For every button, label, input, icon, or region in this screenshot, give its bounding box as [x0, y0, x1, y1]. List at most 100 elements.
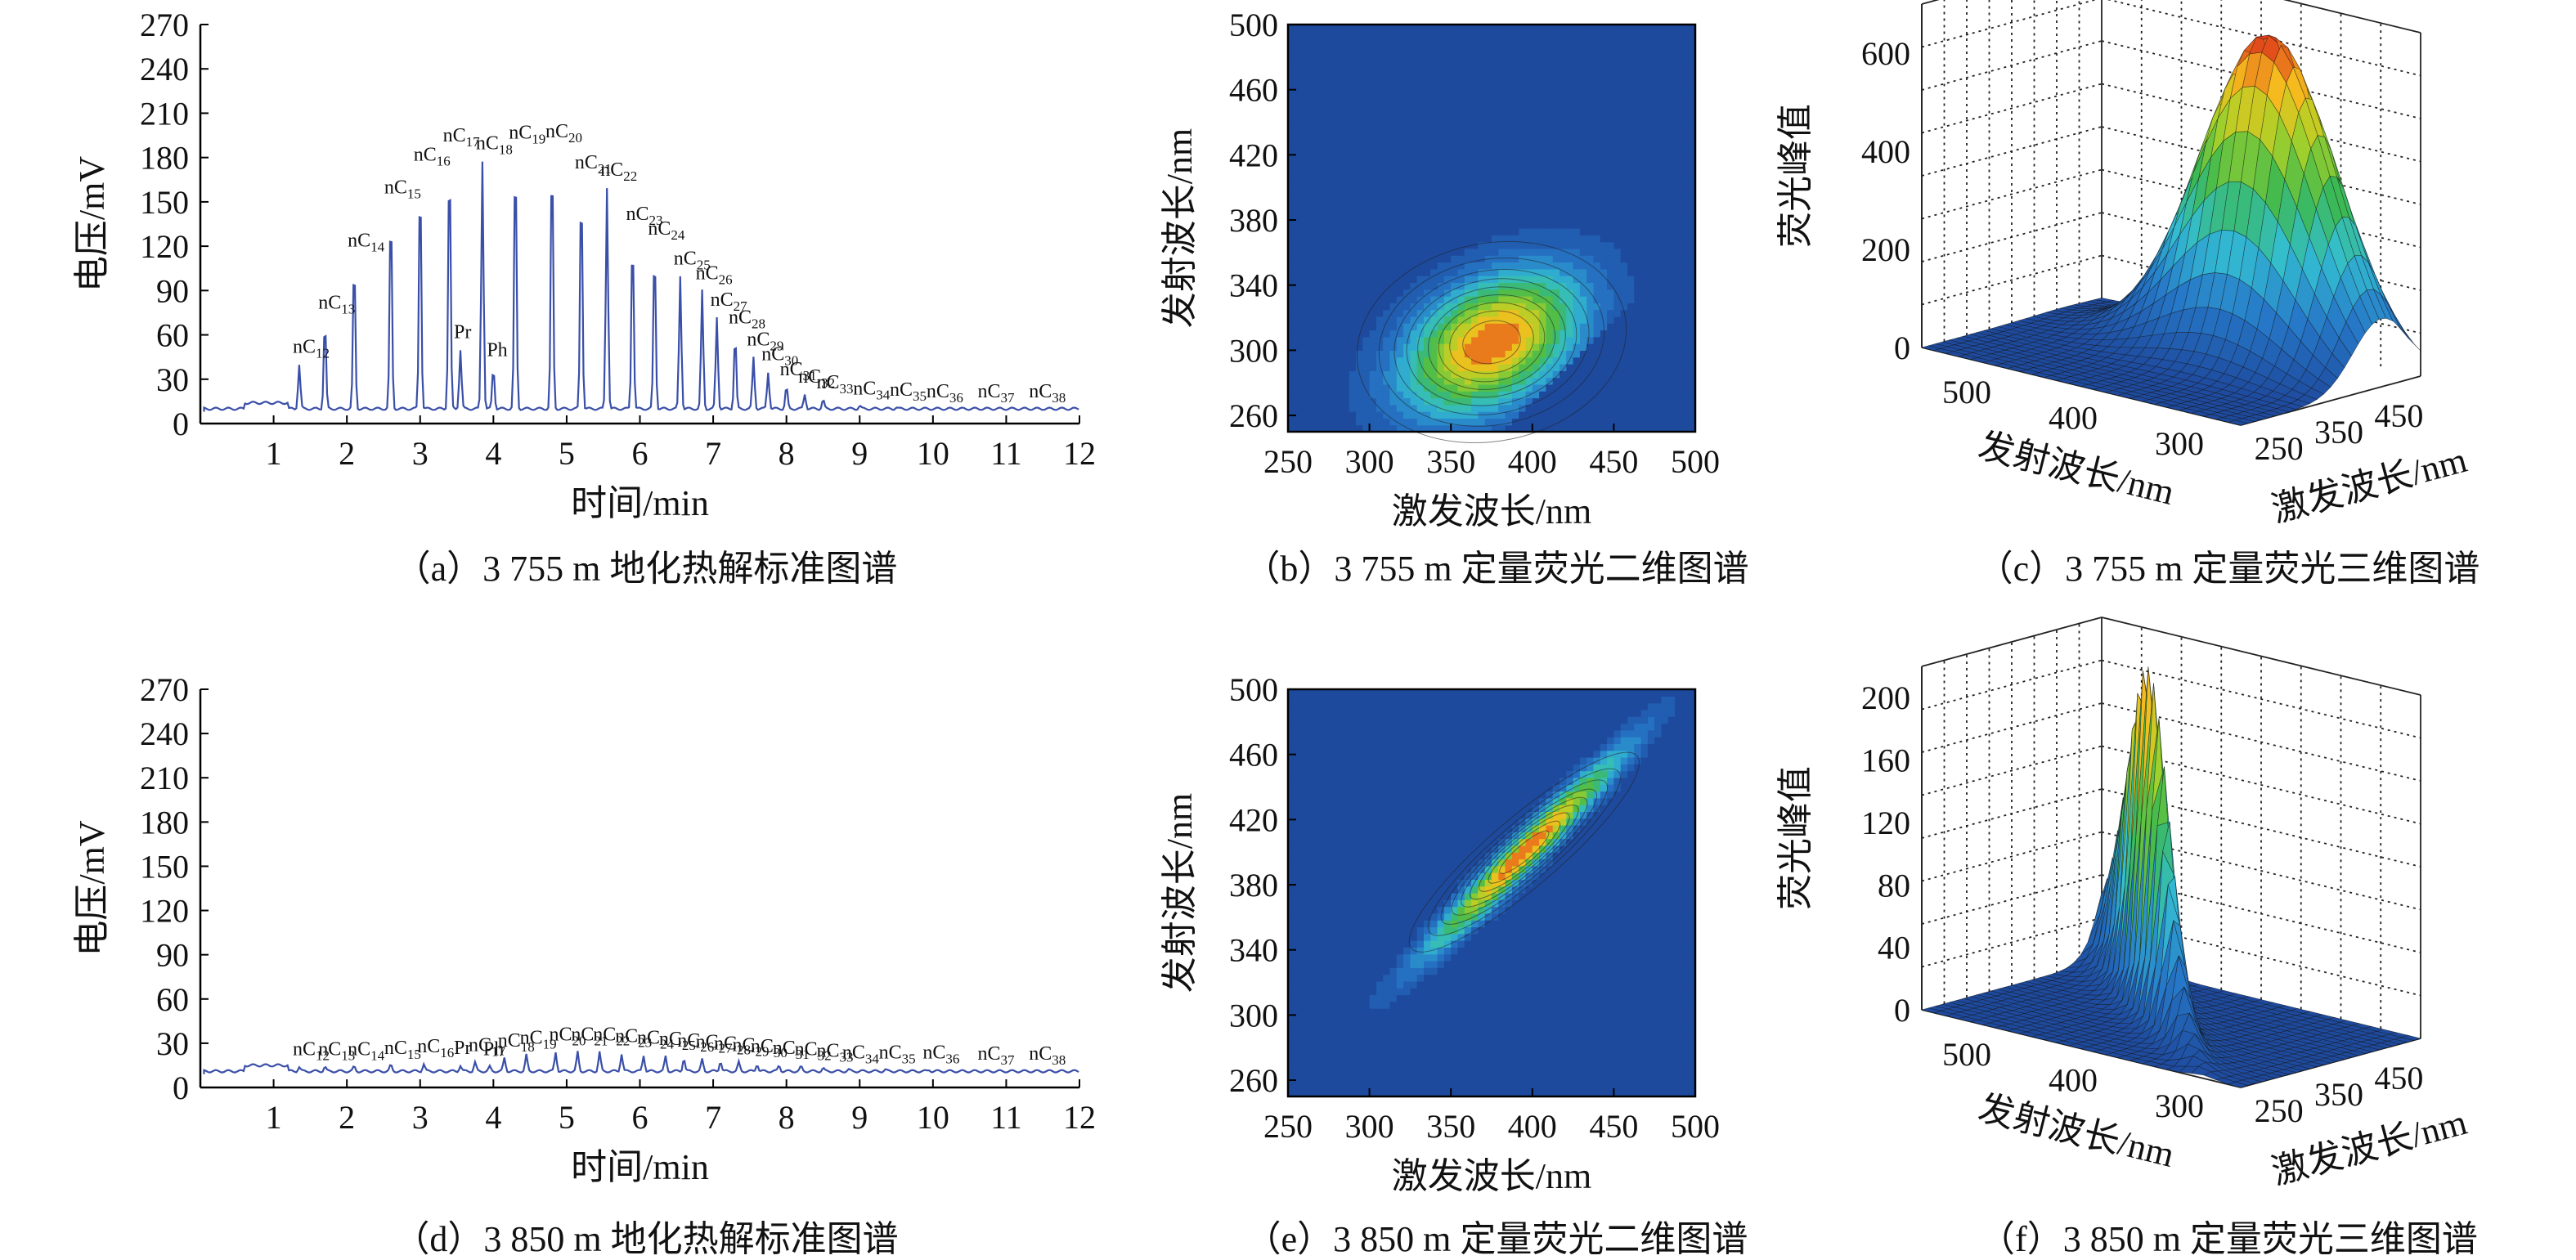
heatmap-cell: [1356, 228, 1363, 235]
heatmap-cell: [1288, 58, 1295, 66]
heatmap-cell: [1552, 356, 1560, 365]
peak-name: nC: [853, 378, 876, 399]
heatmap-cell: [1681, 78, 1690, 87]
heatmap-cell: [1681, 31, 1690, 39]
heatmap-cell: [1451, 44, 1459, 52]
heatmap-cell: [1396, 180, 1404, 188]
heatmap-cell: [1376, 262, 1384, 270]
heatmap-cell: [1430, 200, 1438, 209]
heatmap-cell: [1451, 180, 1459, 188]
heatmap-cell: [1308, 1008, 1316, 1016]
heatmap-cell: [1681, 119, 1690, 128]
heatmap-cell: [1525, 214, 1533, 222]
heatmap-cell: [1539, 105, 1546, 114]
heatmap-cell: [1295, 268, 1303, 276]
heatmap-cell: [1315, 1056, 1323, 1064]
heatmap-cell: [1315, 737, 1323, 744]
heatmap-cell: [1654, 187, 1663, 195]
y-tick-label: 260: [1229, 397, 1278, 434]
heatmap-cell: [1552, 255, 1560, 263]
heatmap-cell: [1437, 350, 1445, 358]
heatmap-cell: [1315, 208, 1323, 215]
heatmap-cell: [1546, 65, 1554, 73]
heatmap-cell: [1451, 248, 1459, 256]
heatmap-cell: [1356, 289, 1363, 297]
heatmap-cell: [1647, 228, 1655, 235]
heatmap-cell: [1573, 78, 1581, 87]
heatmap-cell: [1403, 391, 1411, 399]
heatmap-cell: [1356, 38, 1363, 46]
heatmap-cell: [1634, 316, 1642, 324]
heatmap-cell: [1552, 316, 1560, 324]
heatmap-cell: [1566, 173, 1574, 182]
heatmap-cell: [1593, 316, 1601, 324]
heatmap-cell: [1288, 241, 1295, 249]
heatmap-cell: [1593, 194, 1601, 202]
heatmap-cell: [1356, 424, 1363, 433]
heatmap-cell: [1451, 370, 1459, 379]
heatmap-cell: [1430, 303, 1438, 311]
heatmap-cell: [1484, 119, 1492, 128]
heatmap-cell: [1586, 126, 1595, 134]
heatmap-cell: [1362, 276, 1371, 283]
heatmap-cell: [1315, 770, 1323, 778]
heatmap-cell: [1552, 221, 1560, 229]
heatmap-cell: [1349, 404, 1357, 412]
heatmap-cell: [1437, 411, 1445, 419]
heatmap-cell: [1389, 383, 1398, 392]
heatmap-cell: [1661, 391, 1669, 399]
peak-label: nC16: [414, 145, 451, 169]
heatmap-cell: [1457, 221, 1465, 229]
heatmap-cell: [1525, 52, 1533, 60]
x-tick-label: 6: [632, 435, 648, 472]
heatmap-cell: [1647, 173, 1655, 182]
heatmap-cell: [1627, 303, 1635, 311]
chart-b: 250 300 350 400 450 500260300340380420460500激…: [1160, 7, 1749, 589]
heatmap-cell: [1424, 38, 1431, 46]
heatmap-cell: [1369, 391, 1377, 399]
peak-name: nC: [469, 1034, 491, 1056]
heatmap-cell: [1573, 289, 1581, 297]
heatmap-cell: [1681, 25, 1690, 32]
heatmap-cell: [1627, 248, 1635, 256]
heatmap-cell: [1328, 65, 1336, 73]
heatmap-cell: [1342, 105, 1350, 114]
heatmap-cell: [1546, 146, 1554, 155]
heatmap-cell: [1525, 153, 1533, 161]
heatmap-cell: [1586, 276, 1595, 283]
heatmap-cell: [1322, 737, 1330, 744]
heatmap-cell: [1416, 282, 1425, 290]
heatmap-cell: [1654, 309, 1663, 317]
heatmap-cell: [1613, 391, 1622, 399]
heatmap-cell: [1647, 105, 1655, 114]
heatmap-cell: [1552, 99, 1560, 107]
heatmap-cell: [1532, 52, 1540, 60]
heatmap-cell: [1349, 350, 1357, 358]
heatmap-cell: [1335, 235, 1343, 243]
heatmap-cell: [1613, 411, 1622, 419]
heatmap-cell: [1667, 282, 1676, 290]
z-tick-label: 0: [1894, 330, 1910, 366]
x-tick-label: 350: [2314, 414, 2363, 451]
heatmap-cell: [1424, 65, 1431, 73]
heatmap-cell: [1301, 1056, 1309, 1064]
heatmap-cell: [1675, 418, 1682, 426]
heatmap-cell: [1315, 838, 1323, 846]
heatmap-cell: [1403, 397, 1411, 406]
heatmap-cell: [1383, 167, 1391, 175]
heatmap-cell: [1396, 221, 1404, 229]
heatmap-cell: [1315, 356, 1323, 365]
heatmap-cell: [1505, 397, 1513, 406]
peak-name: nC: [732, 1034, 755, 1056]
heatmap-cell: [1532, 208, 1540, 215]
heatmap-cell: [1464, 214, 1472, 222]
heatmap-cell: [1315, 1083, 1323, 1091]
heatmap-cell: [1376, 377, 1384, 385]
heatmap-cell: [1519, 228, 1527, 235]
heatmap-cell: [1396, 153, 1404, 161]
heatmap-cell: [1295, 1008, 1303, 1016]
heatmap-cell: [1376, 418, 1384, 426]
heatmap-cell: [1613, 289, 1622, 297]
heatmap-cell: [1539, 255, 1546, 263]
heatmap-cell: [1681, 235, 1690, 243]
